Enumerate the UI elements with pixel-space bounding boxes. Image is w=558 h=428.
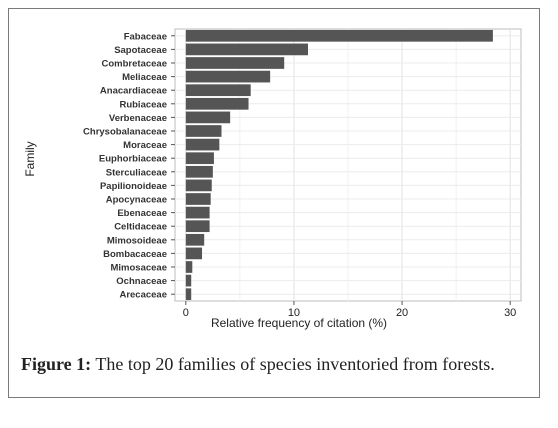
bar [185, 43, 308, 56]
category-label: Sapotaceae [114, 45, 167, 56]
x-tick-labels: 0 10 20 30 [183, 301, 516, 319]
bar [185, 111, 231, 124]
bar [185, 125, 222, 137]
category-label: Euphorbiaceae [99, 154, 167, 165]
bar [185, 152, 214, 165]
category-label: Sterculiaceae [106, 167, 167, 178]
category-label: Bombacaceae [103, 249, 167, 260]
category-label: Verbenaceae [109, 113, 167, 124]
category-label: Moraceae [123, 140, 167, 151]
category-label: Rubiaceae [119, 99, 167, 110]
bar [185, 288, 192, 301]
bar [185, 247, 203, 260]
category-label: Arecaceae [119, 290, 167, 301]
category-label: Papilionoideae [100, 181, 167, 192]
category-label: Combretaceae [102, 59, 167, 70]
category-label: Fabaceae [124, 31, 167, 42]
bar [185, 138, 220, 151]
x-tick-label: 20 [396, 307, 408, 319]
bar [185, 70, 271, 83]
bar-chart: Fabaceae Sapotaceae Combretaceae Meliaceae A… [23, 28, 522, 330]
category-label: Apocynaceae [106, 195, 167, 206]
bar [185, 29, 493, 42]
category-label: Ebenaceae [117, 208, 167, 219]
category-label: Ochnaceae [116, 276, 167, 287]
bar [185, 97, 249, 110]
bar [185, 179, 212, 192]
category-label: Mimosaceae [110, 263, 167, 274]
category-label: Chrysobalanaceae [83, 127, 167, 138]
category-label: Mimosoideae [107, 235, 167, 246]
figure-caption: Figure 1: The top 20 families of species… [21, 352, 531, 376]
bar [185, 261, 193, 273]
x-tick-label: 10 [288, 307, 300, 319]
bar [185, 220, 210, 233]
bar-series [185, 29, 493, 301]
x-axis-title: Relative frequency of citation (%) [211, 316, 387, 330]
bar [185, 84, 251, 97]
figure-frame: Fabaceae Sapotaceae Combretaceae Meliaceae A… [8, 8, 540, 398]
bar [185, 165, 213, 178]
category-label: Celtidaceae [114, 222, 167, 233]
caption-text: The top 20 families of species inventori… [91, 354, 495, 374]
bar [185, 57, 285, 69]
caption-label: Figure 1: [21, 354, 92, 374]
bar [185, 206, 210, 219]
category-tick-labels: Fabaceae Sapotaceae Combretaceae Meliaceae A… [83, 31, 175, 301]
x-tick-label: 0 [183, 307, 189, 319]
category-label: Meliaceae [122, 72, 167, 83]
bar [185, 193, 211, 205]
y-axis-title: Family [23, 141, 37, 176]
bar [185, 233, 205, 246]
category-label: Anacardiaceae [100, 86, 167, 97]
x-tick-label: 30 [504, 307, 516, 319]
bar [185, 274, 192, 287]
